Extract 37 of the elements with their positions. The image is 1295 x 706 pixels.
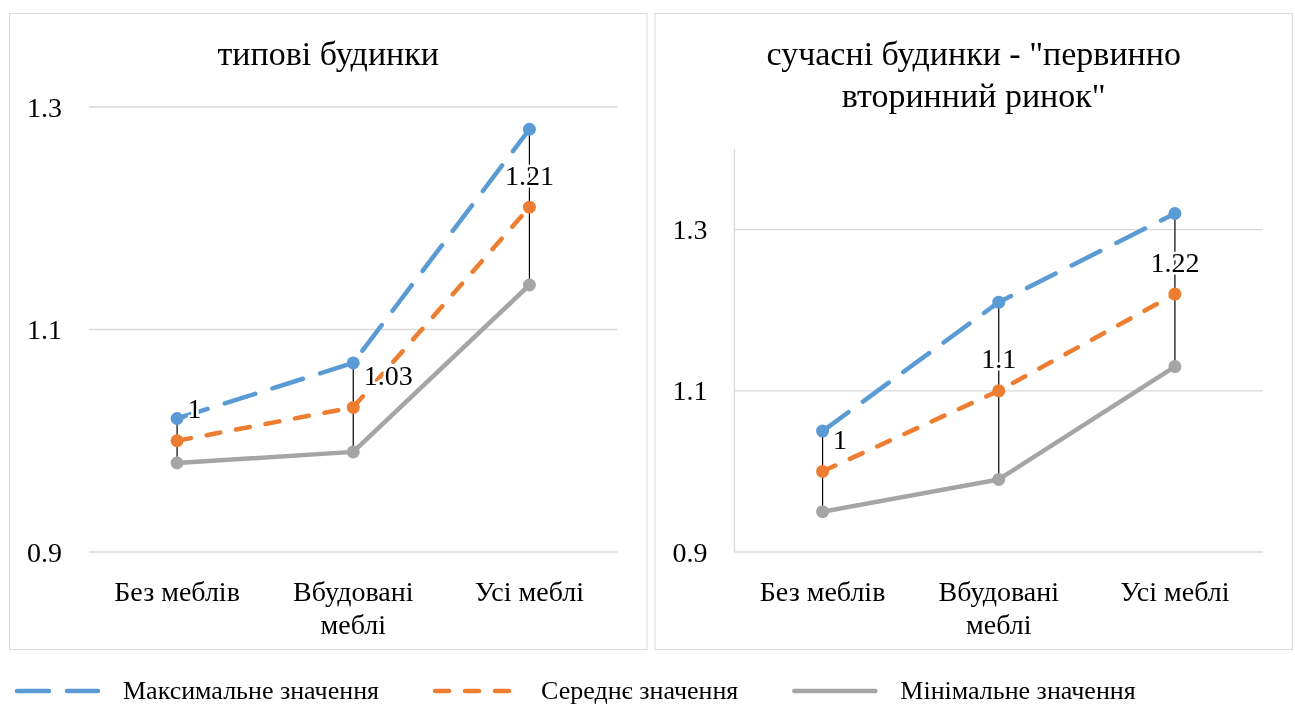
point [992,384,1006,398]
legend-label: Максимальне значення [123,676,380,705]
point [522,122,536,136]
legend-label: Мінімальне значення [900,676,1136,705]
x-tick-label: Без меблів [759,575,886,607]
x-tick-label: Вбудовані меблі [938,575,1060,640]
chart-title: сучасні будинки - "первинно вторинний ринок" [766,35,1181,114]
point [816,464,830,478]
point [170,456,184,470]
y-tick-label: 1.1 [672,375,708,407]
point [522,200,536,214]
data-label: 1 [833,423,848,455]
y-tick-label: 1.1 [27,314,62,345]
point [170,434,184,448]
point [1168,206,1182,220]
point [1168,360,1182,374]
chart-title: типові будинки [217,35,440,72]
data-label: 1.03 [363,359,413,391]
point [816,424,830,438]
x-tick-label: Усі меблі [474,575,585,607]
point [992,295,1006,309]
legend-label: Середнє значення [541,676,739,705]
point [346,400,360,414]
point [346,356,360,370]
y-tick-label: 1.3 [27,91,62,123]
x-tick-label: Вбудовані меблі [293,575,414,640]
point [346,445,360,459]
point [522,278,536,292]
point [992,472,1006,486]
y-tick-label: 1.3 [672,214,708,246]
y-tick-label: 0.9 [672,536,708,568]
x-tick-label: Без меблів [114,575,240,607]
x-tick-label: Усі меблі [1120,575,1230,607]
y-tick-label: 0.9 [27,536,62,568]
point [170,412,184,425]
point [1168,287,1182,301]
point [816,505,830,519]
